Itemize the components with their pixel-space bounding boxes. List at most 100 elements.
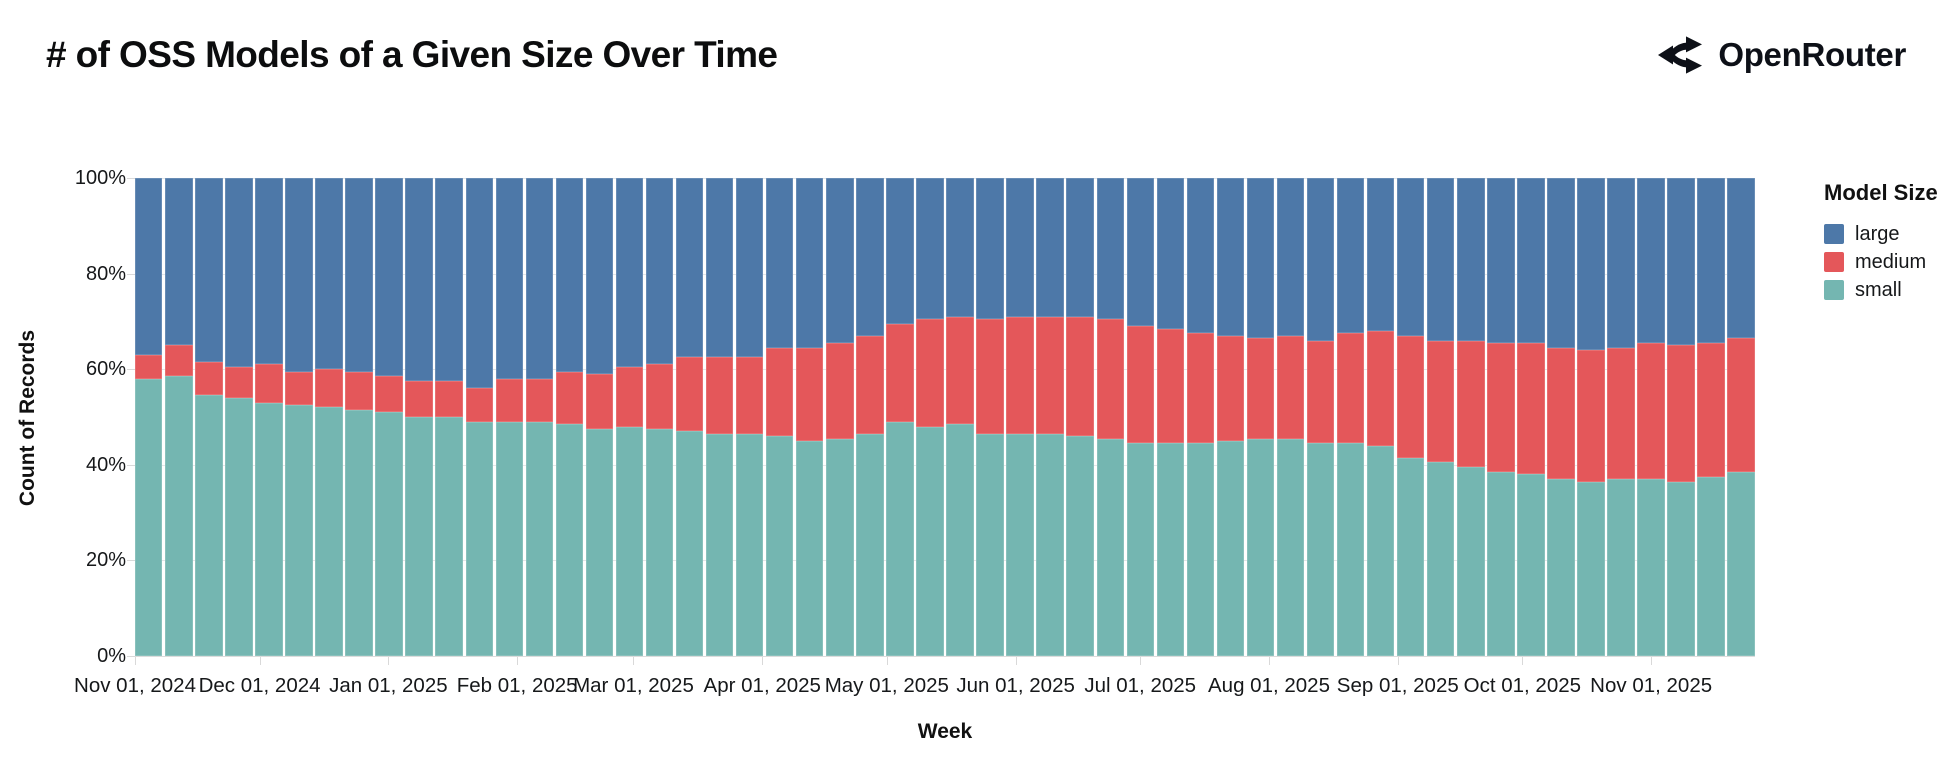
bar-segment-large[interactable]	[1246, 178, 1275, 339]
bar-segment-large[interactable]	[916, 178, 944, 319]
week-bar[interactable]	[1577, 178, 1605, 656]
bar-segment-large[interactable]	[555, 178, 584, 372]
bar-segment-small[interactable]	[856, 433, 884, 656]
bar-segment-medium[interactable]	[1697, 342, 1725, 477]
bar-segment-small[interactable]	[315, 407, 343, 656]
bar-segment-small[interactable]	[1366, 445, 1395, 656]
bar-segment-large[interactable]	[225, 178, 253, 367]
bar-segment-medium[interactable]	[796, 347, 824, 441]
week-bar[interactable]	[465, 178, 493, 656]
bar-segment-small[interactable]	[1396, 457, 1425, 656]
bar-segment-small[interactable]	[765, 436, 794, 656]
bar-segment-medium[interactable]	[765, 347, 794, 437]
bar-segment-small[interactable]	[165, 376, 193, 656]
bar-segment-small[interactable]	[796, 440, 824, 656]
bar-segment-medium[interactable]	[1186, 333, 1215, 444]
bar-segment-medium[interactable]	[165, 345, 193, 377]
bar-segment-small[interactable]	[705, 433, 734, 656]
week-bar[interactable]	[1427, 178, 1455, 656]
week-bar[interactable]	[1697, 178, 1725, 656]
week-bar[interactable]	[1547, 178, 1575, 656]
bar-segment-small[interactable]	[1727, 471, 1755, 656]
bar-segment-large[interactable]	[1727, 178, 1755, 339]
week-bar[interactable]	[826, 178, 854, 656]
week-bar[interactable]	[1637, 178, 1665, 656]
bar-segment-medium[interactable]	[886, 323, 914, 422]
week-bar[interactable]	[1216, 178, 1245, 656]
bar-segment-medium[interactable]	[1096, 319, 1124, 439]
bar-segment-small[interactable]	[495, 421, 524, 656]
week-bar[interactable]	[495, 178, 524, 656]
bar-segment-large[interactable]	[1366, 178, 1395, 331]
bar-segment-medium[interactable]	[705, 357, 734, 434]
bar-segment-large[interactable]	[1607, 178, 1635, 348]
bar-segment-small[interactable]	[285, 405, 313, 656]
bar-segment-large[interactable]	[255, 178, 283, 365]
bar-segment-small[interactable]	[916, 426, 944, 656]
bar-segment-small[interactable]	[1697, 476, 1725, 656]
bar-segment-medium[interactable]	[1577, 350, 1605, 482]
bar-segment-small[interactable]	[1517, 474, 1545, 656]
bar-segment-medium[interactable]	[315, 369, 343, 408]
bar-segment-medium[interactable]	[405, 381, 433, 417]
bar-segment-small[interactable]	[1246, 438, 1275, 656]
bar-segment-medium[interactable]	[1517, 342, 1545, 475]
bar-segment-large[interactable]	[735, 178, 764, 358]
bar-segment-small[interactable]	[1577, 481, 1605, 656]
bar-segment-large[interactable]	[1517, 178, 1545, 343]
bar-segment-medium[interactable]	[916, 319, 944, 427]
bar-segment-large[interactable]	[1427, 178, 1455, 341]
bar-segment-medium[interactable]	[1006, 316, 1034, 434]
bar-segment-large[interactable]	[1276, 178, 1305, 336]
week-bar[interactable]	[645, 178, 674, 656]
bar-segment-medium[interactable]	[345, 371, 373, 410]
bar-segment-medium[interactable]	[976, 319, 1004, 434]
bar-segment-small[interactable]	[1126, 443, 1154, 656]
week-bar[interactable]	[1336, 178, 1365, 656]
bar-segment-large[interactable]	[495, 178, 524, 379]
week-bar[interactable]	[435, 178, 463, 656]
legend-item-large[interactable]: large	[1824, 220, 1938, 248]
bar-segment-medium[interactable]	[1667, 345, 1695, 482]
bar-segment-medium[interactable]	[285, 371, 313, 406]
week-bar[interactable]	[1366, 178, 1395, 656]
bar-segment-small[interactable]	[1156, 443, 1185, 656]
bar-segment-small[interactable]	[1637, 479, 1665, 656]
bar-segment-small[interactable]	[1306, 443, 1335, 656]
bar-segment-large[interactable]	[1487, 178, 1515, 343]
week-bar[interactable]	[1607, 178, 1635, 656]
week-bar[interactable]	[525, 178, 554, 656]
bar-segment-large[interactable]	[796, 178, 824, 348]
bar-segment-medium[interactable]	[435, 381, 463, 417]
week-bar[interactable]	[345, 178, 373, 656]
week-bar[interactable]	[1727, 178, 1755, 656]
bar-segment-large[interactable]	[1396, 178, 1425, 336]
bar-segment-large[interactable]	[1126, 178, 1154, 327]
bar-segment-medium[interactable]	[1246, 338, 1275, 439]
week-bar[interactable]	[255, 178, 283, 656]
week-bar[interactable]	[1036, 178, 1064, 656]
bar-segment-medium[interactable]	[856, 335, 884, 434]
bar-segment-medium[interactable]	[1637, 342, 1665, 480]
bar-segment-medium[interactable]	[735, 357, 764, 434]
bar-segment-large[interactable]	[645, 178, 674, 365]
bar-segment-medium[interactable]	[465, 388, 493, 422]
bar-segment-large[interactable]	[826, 178, 854, 343]
bar-segment-small[interactable]	[195, 395, 223, 656]
bar-segment-medium[interactable]	[225, 366, 253, 398]
bar-segment-large[interactable]	[705, 178, 734, 358]
bar-segment-large[interactable]	[315, 178, 343, 370]
bar-segment-small[interactable]	[615, 426, 644, 656]
bar-segment-small[interactable]	[465, 421, 493, 656]
bar-segment-large[interactable]	[1306, 178, 1335, 341]
bar-segment-large[interactable]	[1216, 178, 1245, 336]
bar-segment-small[interactable]	[1216, 440, 1245, 656]
bar-segment-medium[interactable]	[1216, 335, 1245, 441]
bar-segment-small[interactable]	[1006, 433, 1034, 656]
bar-segment-medium[interactable]	[1427, 340, 1455, 463]
bar-segment-medium[interactable]	[1036, 316, 1064, 434]
legend-item-medium[interactable]: medium	[1824, 248, 1938, 276]
week-bar[interactable]	[916, 178, 944, 656]
week-bar[interactable]	[1186, 178, 1215, 656]
bar-segment-large[interactable]	[1156, 178, 1185, 329]
